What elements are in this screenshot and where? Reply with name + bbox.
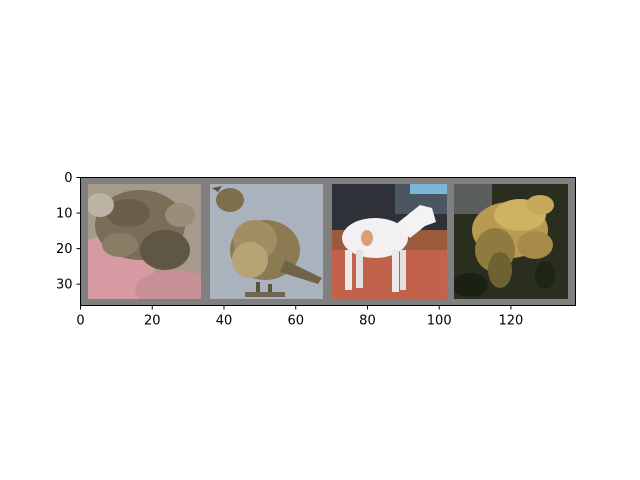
x-tick-label: 80 — [359, 314, 376, 329]
y-tick-label: 0 — [64, 171, 72, 186]
y-tick-label: 30 — [56, 278, 73, 293]
image-tile-white-horse — [332, 184, 447, 299]
axes-frame — [80, 177, 576, 306]
y-axis: 0 10 20 30 — [56, 171, 81, 293]
image-tile-frog-in-hand — [88, 184, 201, 299]
x-axis: 0 20 40 60 80 100 120 — [76, 305, 524, 329]
x-tick-label: 60 — [287, 314, 304, 329]
image-tile-sparrow — [210, 184, 323, 299]
image-tile-frog-dark — [454, 184, 568, 299]
y-tick-label: 20 — [56, 242, 73, 257]
x-tick-label: 40 — [216, 314, 233, 329]
x-tick-label: 0 — [76, 314, 84, 329]
x-tick-label: 120 — [499, 314, 524, 329]
y-tick-label: 10 — [56, 207, 73, 222]
x-tick-label: 100 — [427, 314, 452, 329]
x-tick-label: 20 — [144, 314, 161, 329]
